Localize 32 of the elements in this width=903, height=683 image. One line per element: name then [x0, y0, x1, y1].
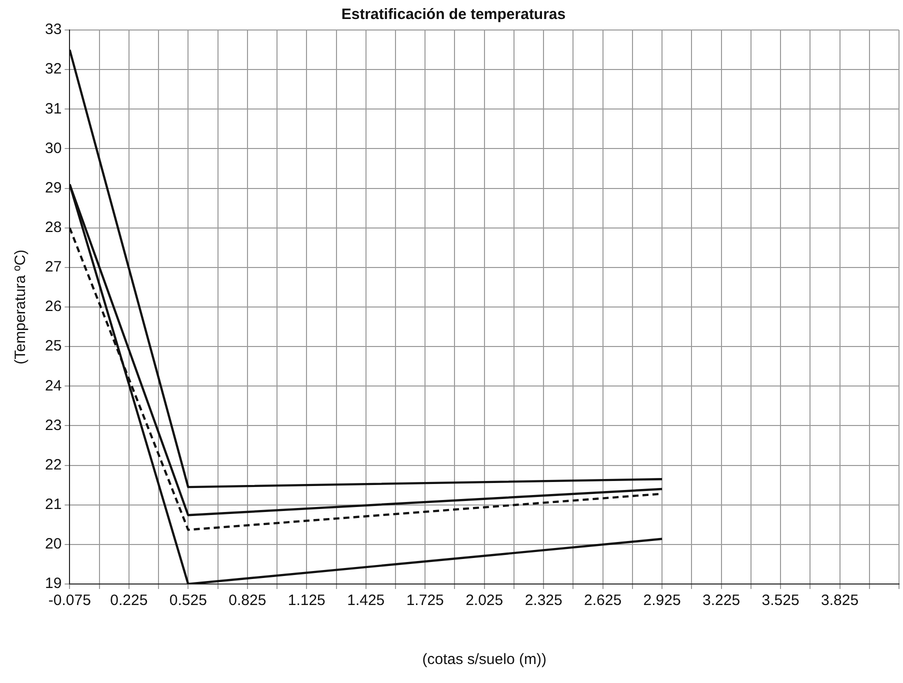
x-tick-label: 1.425	[347, 592, 385, 610]
y-tick-label: 21	[44, 496, 62, 513]
y-tick-label: 28	[44, 219, 62, 236]
chart-title: Estratificación de temperaturas	[341, 6, 566, 24]
y-tick-label: 24	[44, 377, 62, 394]
y-tick-label: 22	[44, 456, 62, 474]
x-tick-label: 2.025	[466, 592, 504, 610]
x-tick-label: 2.325	[524, 592, 562, 610]
x-tick-label: 2.625	[584, 592, 622, 610]
x-tick-label: 3.525	[762, 592, 800, 610]
y-tick-label: 32	[44, 60, 62, 78]
y-tick-label: 30	[44, 140, 62, 157]
y-tick-label: 26	[44, 298, 62, 316]
y-tick-label: 33	[44, 21, 62, 38]
x-tick-label: 0.525	[169, 592, 207, 610]
y-tick-label: 31	[44, 100, 62, 118]
y-tick-label: 20	[44, 536, 62, 553]
x-axis-title: (cotas s/suelo (m))	[422, 651, 546, 668]
y-tick-label: 23	[44, 416, 62, 434]
x-tick-label: 0.825	[228, 592, 266, 610]
y-axis-title: (Temperatura ºC)	[12, 250, 30, 364]
x-tick-label: 0.225	[110, 592, 148, 610]
x-tick-label: -0.075	[48, 592, 91, 610]
y-tick-label: 27	[44, 258, 62, 276]
y-tick-label: 19	[44, 575, 62, 592]
x-tick-label: 1.725	[406, 592, 444, 610]
y-tick-label: 29	[44, 179, 62, 196]
x-tick-label: 2.925	[643, 592, 681, 610]
x-tick-label: 3.825	[820, 592, 859, 610]
x-tick-label: 1.125	[288, 592, 326, 610]
y-tick-label: 25	[44, 338, 62, 355]
x-tick-label: 3.225	[702, 592, 740, 610]
